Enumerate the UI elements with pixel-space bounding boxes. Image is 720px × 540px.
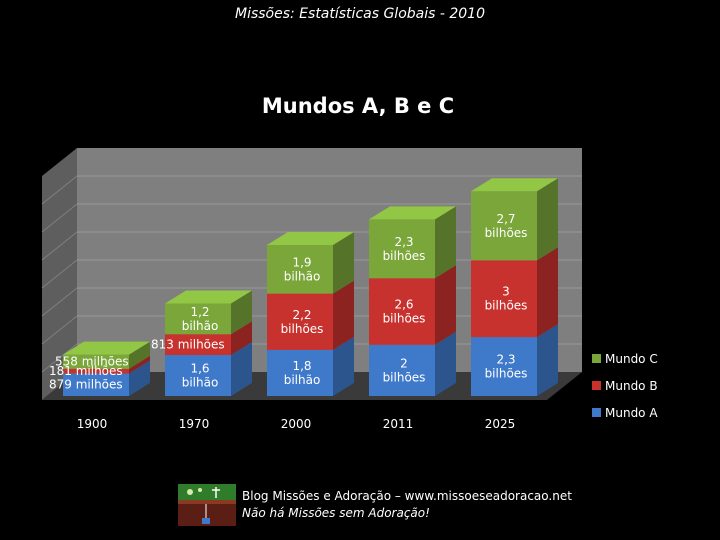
footer: Blog Missões e Adoração – www.missoesead…: [178, 484, 718, 530]
data-label: 1,9 bilhão: [284, 255, 321, 283]
x-tick-label: 2025: [485, 417, 516, 431]
bar-top: [471, 178, 558, 192]
bar-side: [333, 336, 354, 396]
bar-mundo-b-2000: [267, 280, 354, 350]
x-tick-label: 1900: [77, 417, 108, 431]
bar-front: [63, 354, 129, 369]
bar-front: [165, 334, 231, 356]
bar-front: [369, 278, 435, 345]
data-label: 2,3 bilhões: [383, 235, 426, 263]
gridline-side: [41, 315, 78, 345]
legend-swatch: [592, 408, 601, 417]
bar-side: [537, 178, 558, 261]
data-label: 2,2 bilhões: [281, 308, 324, 336]
legend-item-mundo-a: Mundo A: [592, 406, 658, 420]
data-label: 1,8 bilhão: [284, 359, 321, 387]
x-tick-label: 1970: [179, 417, 210, 431]
data-label: 2 bilhões: [383, 356, 426, 384]
chart-title: Mundos A, B e C: [261, 94, 455, 118]
data-label: 813 milhões: [151, 338, 225, 352]
bar-side: [333, 231, 354, 294]
bar-mundo-c-2011: [369, 206, 456, 279]
legend-item-mundo-c: Mundo C: [592, 352, 658, 366]
bar-mundo-c-1900: [63, 341, 150, 369]
bar-mundo-b-1900: [63, 355, 150, 374]
gridline-side: [41, 203, 78, 233]
bar-side: [231, 342, 252, 396]
bar-side: [129, 360, 150, 396]
bar-mundo-c-2000: [267, 231, 354, 294]
bar-mundo-a-1900: [63, 360, 150, 396]
gridline-side: [41, 175, 78, 205]
legend-item-mundo-b: Mundo B: [592, 379, 658, 393]
bar-front: [369, 219, 435, 279]
bar-side: [231, 321, 252, 356]
data-label: 558 milhões: [55, 355, 129, 369]
data-label: 3 bilhões: [485, 285, 528, 313]
bar-mundo-b-1970: [165, 321, 252, 356]
bar-top: [63, 341, 150, 355]
footer-line-1: Blog Missões e Adoração – www.missoesead…: [242, 489, 572, 503]
bar-front: [267, 293, 333, 350]
bar-side: [333, 280, 354, 350]
bar-mundo-a-2000: [267, 336, 354, 396]
legend-swatch: [592, 381, 601, 390]
gridline-side: [41, 287, 78, 317]
bar-front: [471, 260, 537, 338]
bar-mundo-a-2011: [369, 331, 456, 396]
bar-top: [369, 206, 456, 220]
footer-line-2: Não há Missões sem Adoração!: [242, 506, 430, 520]
data-label: 2,6 bilhões: [383, 298, 426, 326]
bar-mundo-c-1970: [165, 290, 252, 335]
page-title: Missões: Estatísticas Globais - 2010: [234, 6, 485, 22]
bar-side: [537, 247, 558, 338]
bar-top: [267, 231, 354, 245]
bar-front: [165, 355, 231, 396]
bar-front: [471, 191, 537, 261]
bar-front: [267, 349, 333, 396]
bar-mundo-b-2011: [369, 265, 456, 345]
bar-side: [231, 290, 252, 335]
bar-side: [435, 206, 456, 279]
bar-side: [435, 265, 456, 345]
bar-front: [471, 337, 537, 396]
x-tick-label: 2000: [281, 417, 312, 431]
blog-logo-icon: [178, 484, 236, 526]
bar-side: [129, 341, 150, 369]
legend-swatch: [592, 354, 601, 363]
data-label: 2,7 bilhões: [485, 212, 528, 240]
bar-front: [165, 303, 231, 335]
bar-side: [537, 324, 558, 396]
legend-label: Mundo B: [605, 379, 658, 393]
bar-mundo-b-2025: [471, 247, 558, 338]
bar-side: [129, 355, 150, 374]
bar-front: [267, 244, 333, 294]
gridline-side: [41, 343, 78, 373]
legend-label: Mundo C: [605, 352, 658, 366]
bar-mundo-a-2025: [471, 324, 558, 396]
bar-front: [369, 344, 435, 396]
x-tick-label: 2011: [383, 417, 414, 431]
bar-top: [165, 290, 252, 304]
bar-mundo-a-1970: [165, 342, 252, 396]
data-label: 181 milhões: [49, 364, 123, 378]
data-label: 1,6 bilhão: [182, 362, 219, 390]
bar-front: [63, 373, 129, 396]
bar-side: [435, 331, 456, 396]
data-label: 879 milhões: [49, 378, 123, 392]
data-label: 1,2 bilhão: [182, 305, 219, 333]
bar-mundo-c-2025: [471, 178, 558, 261]
data-label: 2,3 bilhões: [485, 353, 528, 381]
bar-front: [63, 368, 129, 374]
gridline-side: [41, 259, 78, 289]
gridline-side: [41, 231, 78, 261]
legend-label: Mundo A: [605, 406, 658, 420]
